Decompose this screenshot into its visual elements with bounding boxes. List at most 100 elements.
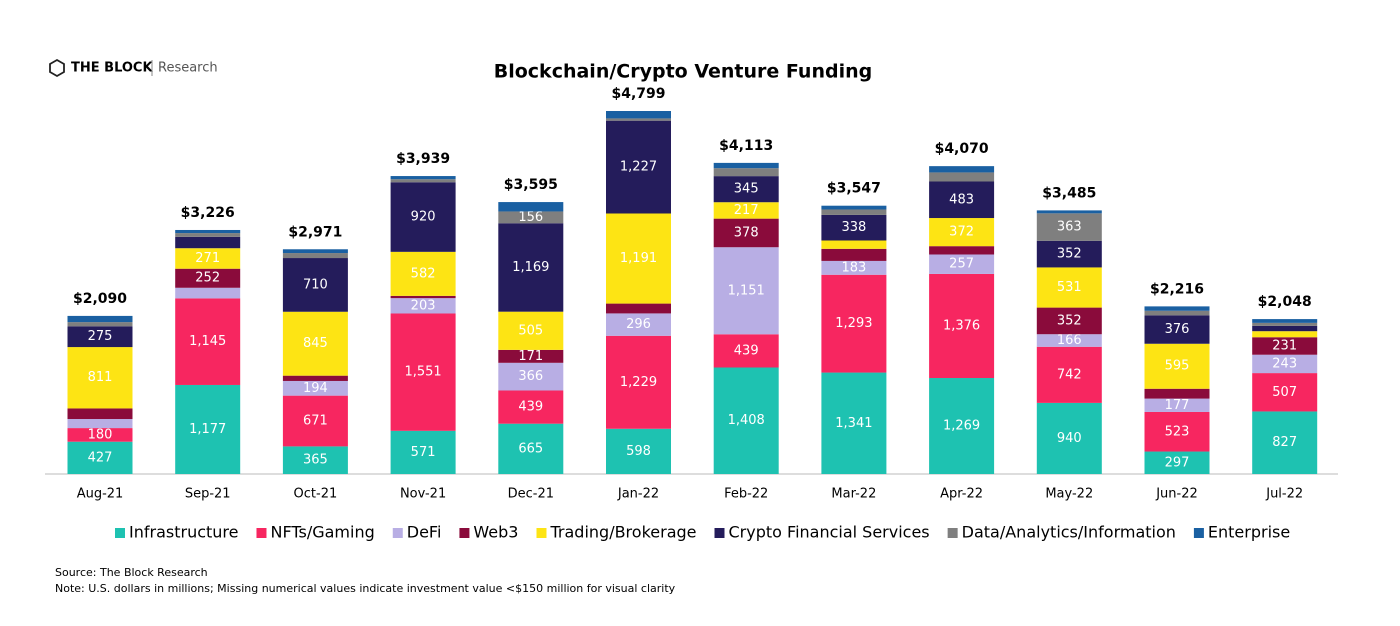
legend-swatch xyxy=(115,528,125,538)
legend-swatch xyxy=(392,528,403,538)
value-label: 742 xyxy=(1057,367,1082,382)
value-label: 1,408 xyxy=(728,413,765,428)
value-label: 166 xyxy=(1057,333,1082,348)
value-label: 940 xyxy=(1057,431,1082,446)
bar-segment xyxy=(929,273,995,379)
bar-segment xyxy=(175,384,241,474)
total-label: $4,113 xyxy=(719,138,773,154)
value-label: 217 xyxy=(734,203,759,218)
total-label: $3,595 xyxy=(504,177,558,193)
x-tick-label: Jun-22 xyxy=(1155,487,1198,502)
value-label: 183 xyxy=(841,260,866,275)
bar-segment xyxy=(390,179,456,183)
x-tick-label: Dec-21 xyxy=(508,487,554,502)
bar-segment xyxy=(498,349,564,363)
value-label: 338 xyxy=(841,220,866,235)
bar-segment xyxy=(929,246,995,255)
legend-swatch xyxy=(1193,528,1204,538)
value-label: 352 xyxy=(1057,313,1082,328)
legend-label: Trading/Brokerage xyxy=(549,523,696,542)
bar-segment xyxy=(390,313,456,431)
value-label: 571 xyxy=(411,445,436,460)
value-label: 177 xyxy=(1165,398,1190,413)
bar-segment xyxy=(1036,240,1102,268)
bar-segment xyxy=(1252,373,1318,412)
bar-segment xyxy=(821,240,887,249)
bar-segment xyxy=(606,313,671,336)
bar-segment xyxy=(713,176,779,203)
x-tick-label: Sep-21 xyxy=(185,487,231,502)
total-label: $4,799 xyxy=(611,86,665,102)
value-label: 252 xyxy=(195,271,220,286)
value-label: 194 xyxy=(303,381,328,396)
total-label: $3,939 xyxy=(396,151,450,167)
bar-segment xyxy=(498,311,564,350)
legend-swatch xyxy=(714,528,725,538)
bar-segment xyxy=(929,181,995,219)
bar-segment xyxy=(498,362,564,391)
bar-segment xyxy=(1036,213,1102,241)
bar-segment xyxy=(282,375,348,381)
value-label: 180 xyxy=(88,427,113,442)
value-label: 243 xyxy=(1272,356,1297,371)
chart-title: Blockchain/Crypto Venture Funding xyxy=(494,61,872,83)
bar-segment xyxy=(175,236,241,249)
bar-segment xyxy=(1144,310,1210,316)
bar-segment xyxy=(1036,210,1102,214)
legend-label: DeFi xyxy=(407,523,442,542)
bar-segment xyxy=(498,423,564,474)
x-tick-label: Jul-22 xyxy=(1265,487,1303,502)
value-label: 427 xyxy=(88,450,113,465)
value-label: 595 xyxy=(1165,359,1190,374)
value-label: 920 xyxy=(411,210,436,225)
bar-segment xyxy=(282,446,348,474)
bar-segment xyxy=(175,229,241,234)
bar-segment xyxy=(821,248,887,261)
value-label: 439 xyxy=(734,343,759,358)
bar-segment xyxy=(713,334,779,368)
total-label: $3,547 xyxy=(827,181,881,197)
bar-segment xyxy=(821,205,887,210)
bar-segment xyxy=(175,287,241,299)
bar-segment xyxy=(282,253,348,259)
bar-segment xyxy=(390,176,456,180)
bar-segment xyxy=(606,335,671,429)
bar-segment xyxy=(67,428,133,442)
bar-segment xyxy=(713,168,779,177)
value-label: 505 xyxy=(518,323,543,338)
value-label: 1,341 xyxy=(835,416,872,431)
bar-segment xyxy=(713,218,779,248)
bar-segment xyxy=(606,111,671,119)
logo: THE BLOCK Research xyxy=(49,58,218,78)
value-label: 1,551 xyxy=(404,365,441,380)
value-label: 523 xyxy=(1165,424,1190,439)
bar-segment xyxy=(498,211,564,224)
value-label: 1,376 xyxy=(943,318,980,333)
bar-segment xyxy=(498,202,564,212)
logo-icon xyxy=(49,58,65,78)
legend-swatch xyxy=(536,528,547,538)
bar-segment xyxy=(1252,325,1318,332)
value-label: 376 xyxy=(1165,322,1190,337)
bar-segment xyxy=(1144,388,1210,399)
value-label: 156 xyxy=(518,210,543,225)
value-label: 1,177 xyxy=(189,422,226,437)
legend-label: NFTs/Gaming xyxy=(270,523,374,542)
bar-segment xyxy=(1252,331,1318,338)
bar-segment xyxy=(175,248,241,269)
x-tick-label: Mar-22 xyxy=(831,487,876,502)
bar-segment xyxy=(821,372,887,474)
bar-segment xyxy=(498,390,564,424)
value-label: 827 xyxy=(1272,435,1297,450)
bar-segment xyxy=(175,268,241,288)
bar-segment xyxy=(1036,402,1102,474)
bar-segment xyxy=(821,274,887,373)
total-label: $3,226 xyxy=(181,205,235,221)
bar-segment xyxy=(929,172,995,182)
bar-segment xyxy=(606,303,671,314)
bar-segment xyxy=(282,249,348,254)
bar-segment xyxy=(713,247,779,335)
value-label: 1,269 xyxy=(943,419,980,434)
value-label: 365 xyxy=(303,453,328,468)
